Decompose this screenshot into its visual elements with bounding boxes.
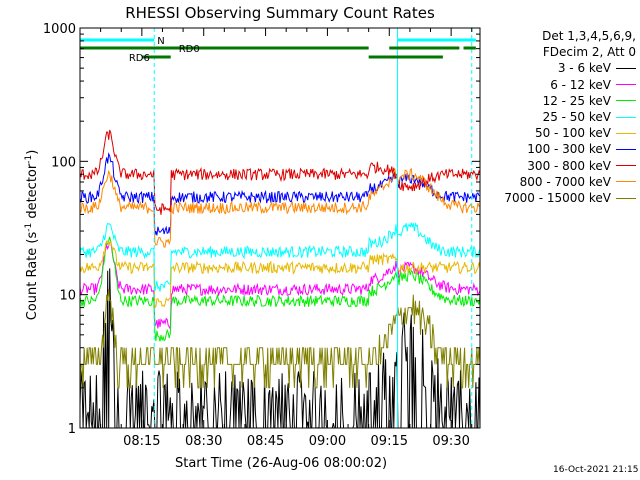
legend-label: 300 - 800 keV bbox=[527, 158, 611, 173]
x-tick-label-2: 08:30 bbox=[185, 434, 222, 449]
plot-area: N RD0 RD6 bbox=[79, 28, 481, 429]
timestamp: 16-Oct-2021 21:15 bbox=[553, 465, 639, 475]
series-line-1 bbox=[79, 268, 481, 429]
legend-swatch bbox=[616, 165, 636, 167]
legend-swatch bbox=[616, 197, 636, 199]
legend-label: 3 - 6 keV bbox=[557, 61, 611, 76]
legend-item: 6 - 12 keV bbox=[484, 77, 636, 93]
legend-swatch bbox=[616, 132, 636, 134]
legend-item: 12 - 25 keV bbox=[484, 93, 636, 109]
plot-frame bbox=[79, 27, 481, 429]
legend-label: 12 - 25 keV bbox=[542, 93, 611, 108]
y-tick-label-4: 1000 bbox=[43, 22, 76, 37]
legend-item: 25 - 50 keV bbox=[484, 109, 636, 125]
series-line-7 bbox=[79, 129, 481, 215]
x-tick-label-1: 08:15 bbox=[123, 434, 160, 449]
y-tick-label-1: 1 bbox=[68, 422, 76, 437]
legend-label: 7000 - 15000 keV bbox=[504, 191, 611, 206]
annotation-rd6: RD6 bbox=[129, 53, 150, 64]
axes: 1 10 100 1000 08:15 08:30 08:45 09:00 09:15 09:30 bbox=[43, 22, 481, 449]
legend-label: 50 - 100 keV bbox=[534, 126, 611, 141]
x-tick-label-3: 08:45 bbox=[247, 434, 284, 449]
legend-swatch bbox=[616, 100, 636, 102]
legend-item: 7000 - 15000 keV bbox=[484, 190, 636, 206]
legend-item: 3 - 6 keV bbox=[484, 60, 636, 76]
y-tick-label-3: 100 bbox=[51, 155, 76, 170]
annotation-n: N bbox=[157, 36, 164, 47]
legend-label: 800 - 7000 keV bbox=[519, 174, 611, 189]
legend-label: 25 - 50 keV bbox=[542, 110, 611, 125]
series-line-6 bbox=[79, 152, 481, 236]
legend-item: 50 - 100 keV bbox=[484, 125, 636, 141]
legend-swatch bbox=[616, 149, 636, 151]
y-tick-label-2: 10 bbox=[59, 289, 76, 304]
x-tick-label-4: 09:00 bbox=[309, 434, 346, 449]
legend: Det 1,3,4,5,6,9, FDecim 2, Att 0 3 - 6 k… bbox=[484, 28, 636, 206]
series-line-5 bbox=[79, 240, 481, 309]
legend-label: 100 - 300 keV bbox=[527, 142, 611, 157]
legend-item: 100 - 300 keV bbox=[484, 141, 636, 157]
series-line-8 bbox=[79, 167, 481, 248]
chart-title: RHESSI Observing Summary Count Rates bbox=[125, 4, 435, 22]
series-line-4 bbox=[79, 222, 481, 292]
annotation-rd0: RD0 bbox=[179, 44, 200, 55]
series-line-3 bbox=[79, 236, 481, 342]
legend-swatch bbox=[616, 116, 636, 118]
legend-header-line-1: Det 1,3,4,5,6,9, bbox=[542, 29, 636, 43]
legend-swatch bbox=[616, 84, 636, 86]
x-tick-label-6: 09:30 bbox=[432, 434, 469, 449]
legend-header-line-2: FDecim 2, Att 0 bbox=[542, 45, 636, 60]
legend-item: 300 - 800 keV bbox=[484, 158, 636, 174]
y-axis-label: Count Rate (s-1 detector-1) bbox=[24, 150, 40, 321]
series-line-9 bbox=[79, 289, 481, 389]
legend-swatch bbox=[616, 181, 636, 183]
legend-swatch bbox=[616, 68, 636, 69]
x-axis-label: Start Time (26-Aug-06 08:00:02) bbox=[175, 456, 387, 471]
x-tick-label-5: 09:15 bbox=[371, 434, 408, 449]
legend-label: 6 - 12 keV bbox=[550, 77, 611, 92]
legend-item: 800 - 7000 keV bbox=[484, 174, 636, 190]
